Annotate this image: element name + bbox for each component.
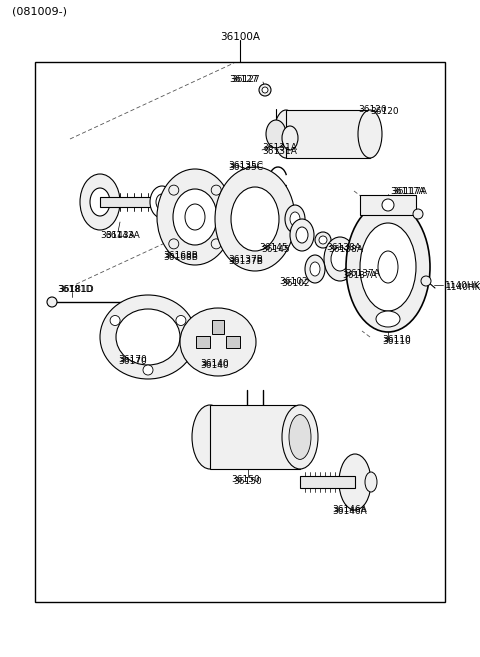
Text: 36140: 36140 [200, 361, 228, 369]
Text: 36120: 36120 [358, 104, 386, 114]
Circle shape [47, 297, 57, 307]
Ellipse shape [324, 237, 356, 281]
Polygon shape [236, 172, 258, 185]
Bar [360, 195, 416, 215]
Circle shape [262, 87, 268, 93]
Text: 36137B: 36137B [228, 256, 263, 265]
Ellipse shape [296, 227, 308, 243]
Text: 36145: 36145 [262, 246, 290, 254]
Bar [196, 336, 210, 348]
Bar [210, 405, 300, 469]
Text: 36143A: 36143A [100, 231, 135, 240]
Ellipse shape [289, 415, 311, 459]
Ellipse shape [282, 405, 318, 469]
Ellipse shape [116, 309, 180, 365]
Ellipse shape [310, 262, 320, 276]
Bar [226, 336, 240, 348]
Bar [100, 197, 165, 207]
Ellipse shape [173, 189, 217, 245]
Circle shape [169, 185, 179, 195]
Ellipse shape [266, 120, 286, 148]
Ellipse shape [358, 110, 382, 158]
Text: 36137B: 36137B [228, 254, 263, 263]
Text: 36146A: 36146A [333, 505, 367, 514]
Text: 36146A: 36146A [333, 507, 367, 516]
Text: 36102: 36102 [281, 279, 310, 288]
Bar [212, 320, 224, 334]
Ellipse shape [305, 255, 325, 283]
Circle shape [143, 365, 153, 375]
Text: 36137A: 36137A [342, 271, 377, 279]
Ellipse shape [185, 204, 205, 230]
Text: 1140HK: 1140HK [445, 281, 480, 290]
Text: 36131A: 36131A [262, 148, 297, 156]
Text: (081009-): (081009-) [12, 7, 67, 17]
Text: 36168B: 36168B [163, 250, 198, 260]
Ellipse shape [285, 205, 305, 233]
Ellipse shape [290, 212, 300, 226]
Text: 36181D: 36181D [58, 284, 94, 294]
Text: 36170: 36170 [118, 355, 147, 365]
Circle shape [169, 239, 179, 249]
Circle shape [421, 276, 431, 286]
Ellipse shape [339, 454, 371, 510]
Circle shape [382, 199, 394, 211]
Text: 36102: 36102 [279, 277, 308, 286]
Text: 36140: 36140 [200, 359, 228, 367]
Circle shape [413, 209, 423, 219]
Ellipse shape [346, 202, 430, 332]
Ellipse shape [180, 308, 256, 376]
Text: 36117A: 36117A [390, 187, 425, 196]
Text: 36131A: 36131A [262, 143, 297, 152]
Text: 36143A: 36143A [105, 231, 140, 240]
Circle shape [211, 185, 221, 195]
Circle shape [176, 315, 186, 325]
Text: 36135C: 36135C [228, 160, 263, 170]
Text: 36110: 36110 [382, 338, 411, 346]
Ellipse shape [80, 174, 120, 230]
Text: 36110: 36110 [382, 336, 411, 344]
Text: 36100A: 36100A [220, 32, 260, 42]
Text: 36138A: 36138A [326, 244, 361, 252]
Text: 36181D: 36181D [57, 284, 93, 294]
Ellipse shape [90, 188, 110, 216]
Text: 36150: 36150 [232, 476, 260, 484]
Bar [35, 62, 445, 602]
Circle shape [319, 236, 327, 244]
Ellipse shape [215, 167, 295, 271]
Ellipse shape [360, 223, 416, 311]
Ellipse shape [378, 251, 398, 283]
Ellipse shape [376, 311, 400, 327]
Circle shape [211, 239, 221, 249]
Bar [286, 110, 370, 158]
Text: 36137A: 36137A [345, 269, 380, 277]
Circle shape [259, 84, 271, 96]
Circle shape [315, 232, 331, 248]
Ellipse shape [282, 126, 298, 150]
Text: 36168B: 36168B [163, 252, 198, 261]
Text: 36170: 36170 [118, 357, 147, 367]
Circle shape [110, 315, 120, 325]
Ellipse shape [231, 187, 279, 251]
Text: 36138A: 36138A [328, 246, 363, 254]
Text: 36150: 36150 [234, 476, 263, 486]
Ellipse shape [290, 219, 314, 251]
Text: 36127: 36127 [231, 74, 260, 83]
Ellipse shape [156, 194, 168, 210]
Text: 36135C: 36135C [228, 162, 263, 171]
Bar [300, 476, 355, 488]
Ellipse shape [331, 247, 349, 271]
Text: 36127: 36127 [229, 74, 258, 83]
Ellipse shape [100, 295, 196, 379]
Text: 36120: 36120 [370, 106, 398, 116]
Text: 36117A: 36117A [392, 187, 427, 196]
Ellipse shape [274, 110, 298, 158]
Text: 36145: 36145 [259, 244, 288, 252]
Text: 1140HK: 1140HK [446, 283, 480, 292]
Ellipse shape [150, 186, 174, 218]
Ellipse shape [192, 405, 228, 469]
Ellipse shape [365, 472, 377, 492]
Ellipse shape [157, 169, 233, 265]
